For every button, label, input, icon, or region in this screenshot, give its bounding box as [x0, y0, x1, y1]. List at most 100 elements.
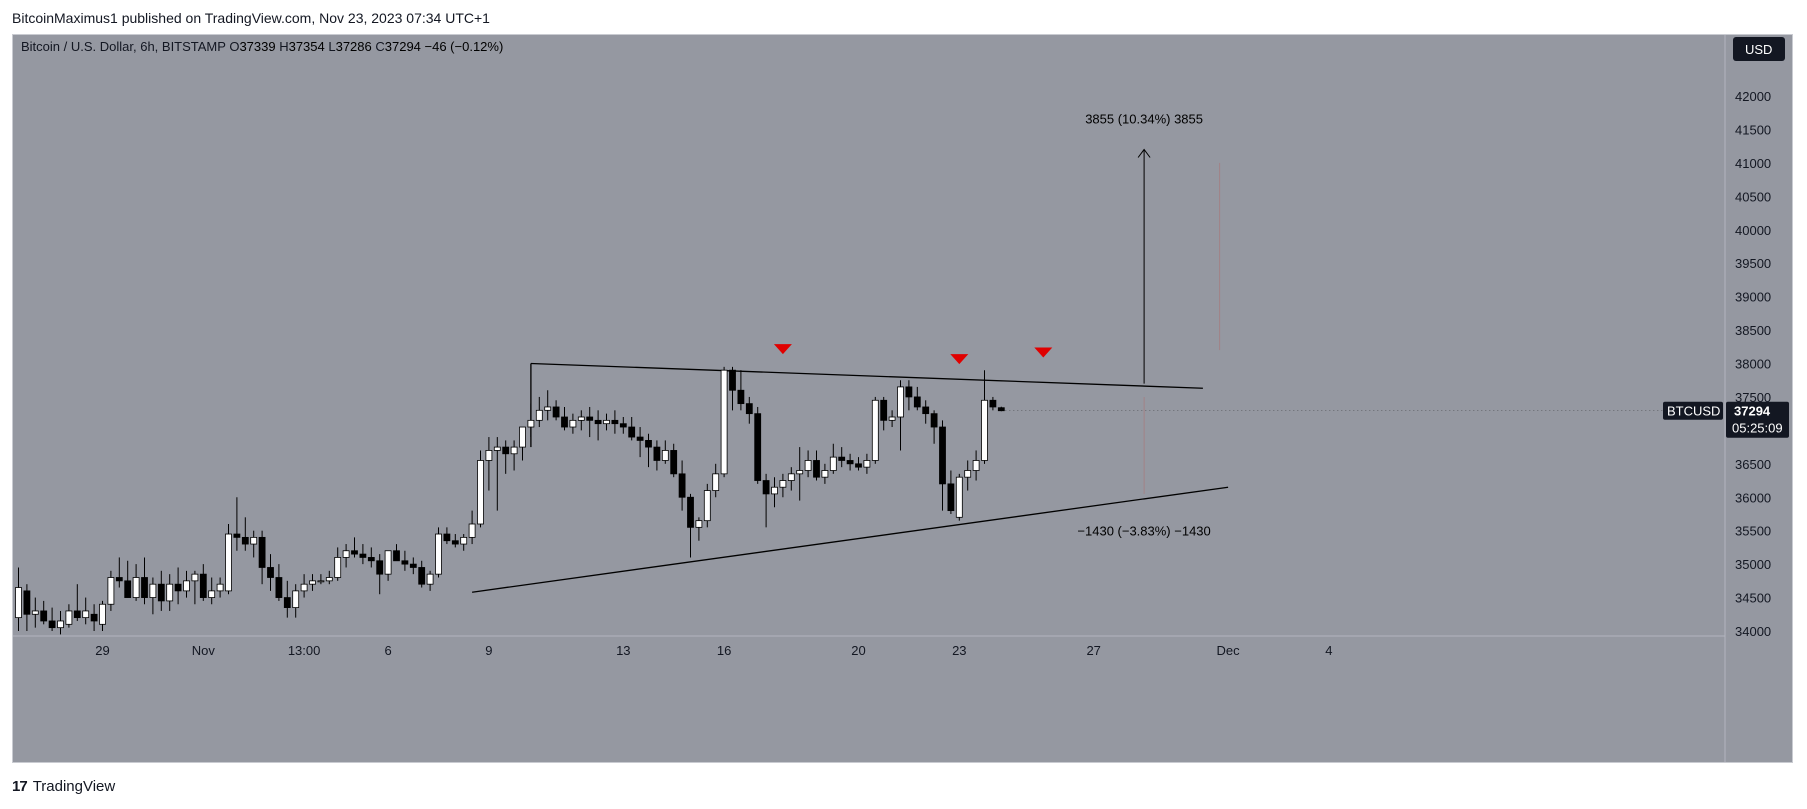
candle-body [771, 486, 778, 495]
footer: 17 TradingView [12, 778, 115, 795]
candle-body [813, 460, 820, 478]
candle [544, 390, 552, 421]
y-tick-label: 38500 [1735, 323, 1771, 338]
legend-symbol-name: Bitcoin / U.S. Dollar, 6h, BITSTAMP [21, 39, 226, 54]
candle-body [619, 423, 627, 428]
candle [955, 473, 963, 521]
candle-body [132, 577, 140, 598]
candle [754, 406, 762, 484]
candle [577, 410, 585, 431]
candle-body [661, 450, 669, 461]
candle [880, 396, 888, 431]
candle-body [846, 460, 854, 465]
candle [15, 567, 22, 631]
candle [384, 550, 392, 581]
candle [48, 607, 56, 631]
candle [258, 530, 266, 585]
candle [771, 477, 778, 508]
candle [57, 610, 64, 635]
legend-o-value: 37339 [239, 39, 275, 54]
candle-body [225, 533, 232, 592]
y-tick-label: 37500 [1735, 390, 1771, 405]
legend-h-label: H [276, 39, 289, 54]
candle [166, 574, 174, 611]
legend-o-label: O [226, 39, 240, 54]
candle [729, 366, 736, 411]
candle [250, 530, 258, 558]
candle-body [149, 583, 157, 598]
candle [821, 463, 829, 484]
candle-body [57, 620, 64, 629]
candle [913, 386, 921, 411]
candle-body [292, 590, 300, 608]
candle-body [611, 419, 619, 425]
currency-button[interactable]: USD [1733, 37, 1785, 61]
candle-body [283, 597, 291, 608]
candle-body [947, 483, 955, 512]
candle [199, 564, 207, 601]
candle-body [317, 580, 325, 583]
candle-body [687, 496, 694, 528]
candle [645, 433, 652, 468]
candle [720, 366, 728, 478]
candle [981, 370, 988, 464]
candle [871, 396, 879, 464]
candle-body [922, 406, 930, 415]
candle [367, 547, 375, 568]
candle-body [191, 573, 199, 582]
candle-body [905, 386, 913, 398]
candle [468, 510, 476, 545]
candle-body [569, 419, 577, 428]
candle [325, 570, 333, 585]
candle-body [552, 406, 560, 418]
candle [82, 597, 90, 625]
candle-body [267, 567, 274, 578]
legend-l-value: 37286 [336, 39, 372, 54]
currency-button-label: USD [1745, 42, 1772, 57]
candle-body [48, 620, 56, 629]
candle [628, 417, 636, 441]
candle-body [258, 536, 266, 568]
candle [351, 537, 358, 558]
resistance-marker-icon [773, 344, 792, 355]
candle [905, 380, 913, 411]
candle-body [393, 550, 400, 562]
candle [586, 406, 594, 438]
candle-body [695, 520, 703, 528]
candle [216, 577, 224, 598]
candle-body [863, 460, 871, 468]
price-chart[interactable]: 42000 41500 41000 40500 40000 39500 39000 38500… [13, 35, 1792, 762]
published-line: BitcoinMaximus1 published on TradingView… [12, 10, 490, 26]
candle-body [762, 480, 770, 495]
candle [90, 604, 98, 631]
candle-body [871, 399, 879, 461]
symbol-price-tag [1663, 401, 1723, 420]
candle-body [964, 470, 972, 478]
candle-body [477, 460, 484, 525]
candle [132, 564, 140, 601]
candle [695, 517, 703, 541]
candle-body [913, 396, 921, 408]
x-tick-label: 27 [1086, 643, 1100, 658]
candle [796, 447, 804, 501]
candle-body [653, 446, 661, 461]
candle-body [325, 577, 333, 582]
candle [435, 527, 442, 578]
y-tick-label: 38000 [1735, 357, 1771, 372]
chart-area[interactable]: 42000 41500 41000 40500 40000 39500 39000 38500… [12, 34, 1793, 763]
candle [939, 420, 946, 511]
candle [309, 574, 316, 591]
candle [502, 440, 510, 474]
candle [157, 570, 165, 611]
tradingview-logo-icon[interactable]: 17 [12, 778, 28, 795]
candle-body [460, 536, 468, 545]
x-tick-label: 4 [1325, 643, 1332, 658]
candle [334, 547, 342, 581]
candle-body [82, 610, 90, 619]
candle [603, 413, 610, 431]
candle [183, 570, 190, 598]
y-tick-label: 40000 [1735, 223, 1771, 238]
legend-c-value: 37294 [385, 39, 421, 54]
candle-body [157, 583, 165, 602]
candle-body [829, 456, 837, 471]
